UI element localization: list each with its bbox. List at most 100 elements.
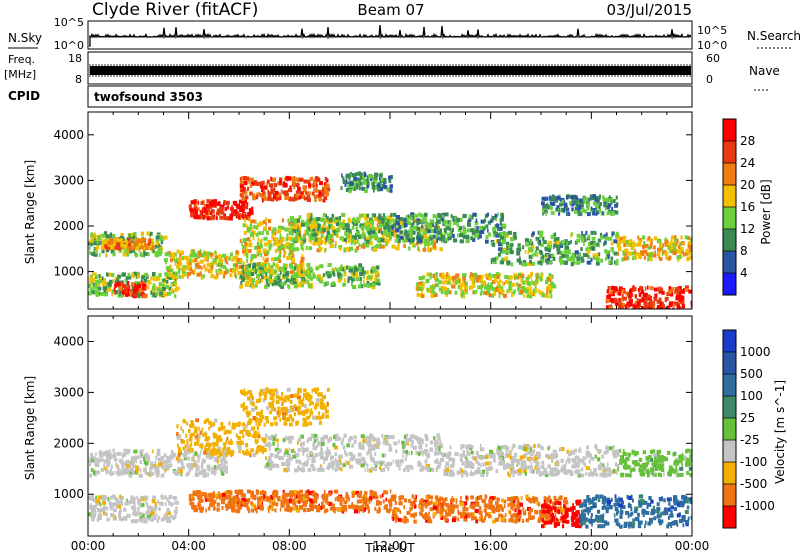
data-cell [149,238,154,243]
data-cell [432,223,435,228]
data-cell [250,254,254,259]
data-cell [345,240,347,245]
data-cell [141,503,145,507]
data-cell [277,443,279,448]
data-cell [187,450,191,455]
data-cell [295,233,298,238]
data-cell [131,282,135,287]
data-cell [398,217,403,221]
data-cell [675,294,680,298]
data-cell [142,497,145,502]
data-cell [607,286,610,290]
data-cell [590,257,593,262]
data-cell [164,464,167,469]
data-cell [427,244,430,249]
data-cell [223,445,227,450]
data-cell [117,513,122,518]
data-cell [317,238,322,243]
data-cell [322,213,326,218]
data-cell [268,447,271,451]
data-cell [227,216,229,221]
data-cell [190,432,195,437]
data-cell [103,463,106,468]
data-cell [301,272,305,277]
data-cell [460,283,464,288]
data-cell [180,426,182,431]
data-cell [350,271,353,276]
data-cell [434,459,439,464]
data-cell [416,287,419,292]
data-cell [300,194,305,199]
data-cell [552,196,556,201]
data-cell [528,246,533,251]
data-cell [200,465,204,469]
data-cell [599,232,603,237]
data-cell [106,238,109,243]
data-cell [288,227,291,232]
data-cell [288,255,291,260]
data-cell [99,253,101,257]
data-cell [521,262,526,267]
data-cell [395,459,400,464]
data-cell [284,280,287,285]
data-cell [110,496,113,500]
data-cell [517,287,521,292]
data-cell [281,411,286,416]
data-cell [374,176,378,181]
data-cell [374,276,378,281]
data-cell [274,248,278,253]
data-cell [453,238,456,243]
freq-tick-top: 18 [68,52,82,65]
data-cell [357,452,362,457]
data-cell [193,268,196,273]
data-cell [321,224,325,229]
data-cell [452,233,455,238]
data-cell [220,425,226,430]
data-cell [241,422,246,427]
data-cell [505,241,510,246]
data-cell [690,300,692,305]
data-cell [160,240,164,245]
data-cell [346,443,350,448]
data-cell [381,177,384,182]
data-cell [636,242,641,247]
data-cell [618,302,623,307]
data-cell [156,452,161,457]
data-cell [355,226,358,231]
data-cell [361,266,365,271]
data-cell [274,275,278,280]
data-cell [154,244,157,249]
data-cell [360,244,363,249]
data-cell [462,213,467,218]
data-cell [312,442,316,447]
data-cell [526,281,530,285]
data-cell [248,217,250,221]
data-cell [460,291,464,296]
cpid-value: twofsound 3503 [94,90,203,104]
data-cell [304,221,309,226]
data-cell [227,216,231,221]
data-cell [499,272,502,277]
data-cell [284,195,288,200]
data-cell [423,230,428,235]
data-cell [481,280,486,285]
data-cell [165,275,168,280]
data-cell [208,467,210,472]
data-cell [91,456,96,461]
data-cell [186,448,192,453]
data-cell [566,241,571,245]
data-cell [412,440,414,444]
data-cell [556,247,561,251]
data-cell [388,443,392,448]
data-cell [294,468,299,473]
data-cell [641,306,645,309]
data-cell [170,514,173,519]
data-cell [92,282,96,287]
data-cell [283,421,288,426]
data-cell [175,506,178,511]
data-cell [156,473,160,478]
data-cell [110,240,114,245]
data-cell [668,286,671,290]
data-cell [684,235,688,240]
data-cell [653,297,658,301]
